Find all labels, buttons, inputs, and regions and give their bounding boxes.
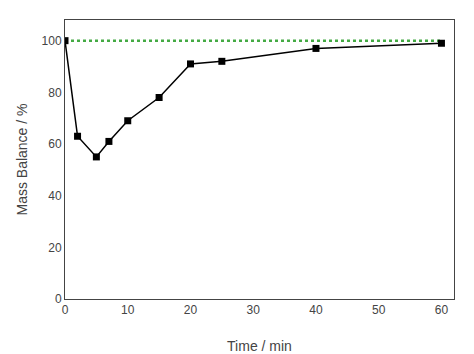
svg-text:20: 20: [48, 241, 62, 255]
svg-text:Time / min: Time / min: [227, 338, 292, 354]
svg-text:60: 60: [48, 137, 62, 151]
svg-text:0: 0: [62, 303, 69, 317]
svg-text:20: 20: [184, 303, 198, 317]
svg-text:50: 50: [372, 303, 386, 317]
svg-text:10: 10: [121, 303, 135, 317]
svg-text:0: 0: [55, 292, 62, 306]
svg-text:100: 100: [42, 34, 62, 48]
svg-text:Mass Balance / %: Mass Balance / %: [14, 103, 30, 215]
svg-text:60: 60: [435, 303, 449, 317]
svg-text:30: 30: [247, 303, 261, 317]
svg-text:80: 80: [48, 86, 62, 100]
svg-text:40: 40: [48, 189, 62, 203]
svg-text:40: 40: [309, 303, 323, 317]
